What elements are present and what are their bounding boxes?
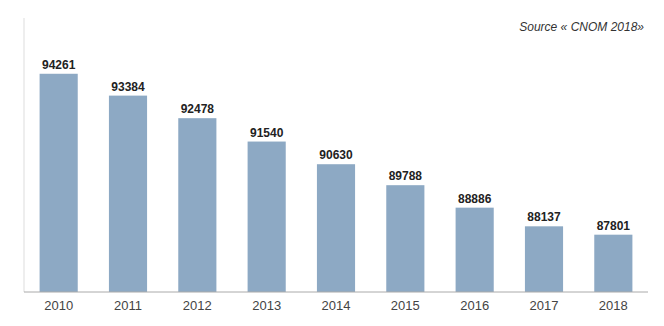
- data-label: 94261: [42, 58, 76, 72]
- chart: 2010 2011 2012 2013 2014 2015 2016 2017 2018 9426…: [0, 0, 664, 326]
- bar: [386, 185, 424, 292]
- bar: [594, 235, 632, 292]
- x-tick-label: 2014: [322, 298, 351, 313]
- bar: [317, 164, 355, 292]
- data-label: 92478: [181, 102, 215, 116]
- bars: [40, 74, 633, 292]
- bar: [178, 118, 216, 292]
- bar: [248, 142, 286, 292]
- bar: [525, 226, 563, 292]
- x-tick-label: 2018: [599, 298, 628, 313]
- data-label: 91540: [250, 126, 284, 140]
- source-annotation: Source « CNOM 2018»: [519, 20, 644, 34]
- data-label: 87801: [597, 219, 631, 233]
- data-label: 90630: [319, 148, 353, 162]
- data-label: 88137: [527, 210, 561, 224]
- x-tick-label: 2016: [460, 298, 489, 313]
- chart-container: 2010 2011 2012 2013 2014 2015 2016 2017 2018 9426…: [0, 0, 664, 326]
- data-label: 88886: [458, 192, 492, 206]
- x-axis-line: [24, 292, 648, 293]
- x-tick-label: 2013: [252, 298, 281, 313]
- bar: [456, 208, 494, 292]
- x-tick-label: 2017: [530, 298, 559, 313]
- x-tick-label: 2012: [183, 298, 212, 313]
- y-axis-line: [24, 18, 25, 292]
- bar: [40, 74, 78, 292]
- x-tick-label: 2011: [114, 298, 142, 313]
- data-label: 93384: [111, 80, 145, 94]
- bar: [109, 96, 147, 292]
- data-label: 89788: [389, 169, 423, 183]
- x-tick-label: 2010: [44, 298, 73, 313]
- x-tick-label: 2015: [391, 298, 420, 313]
